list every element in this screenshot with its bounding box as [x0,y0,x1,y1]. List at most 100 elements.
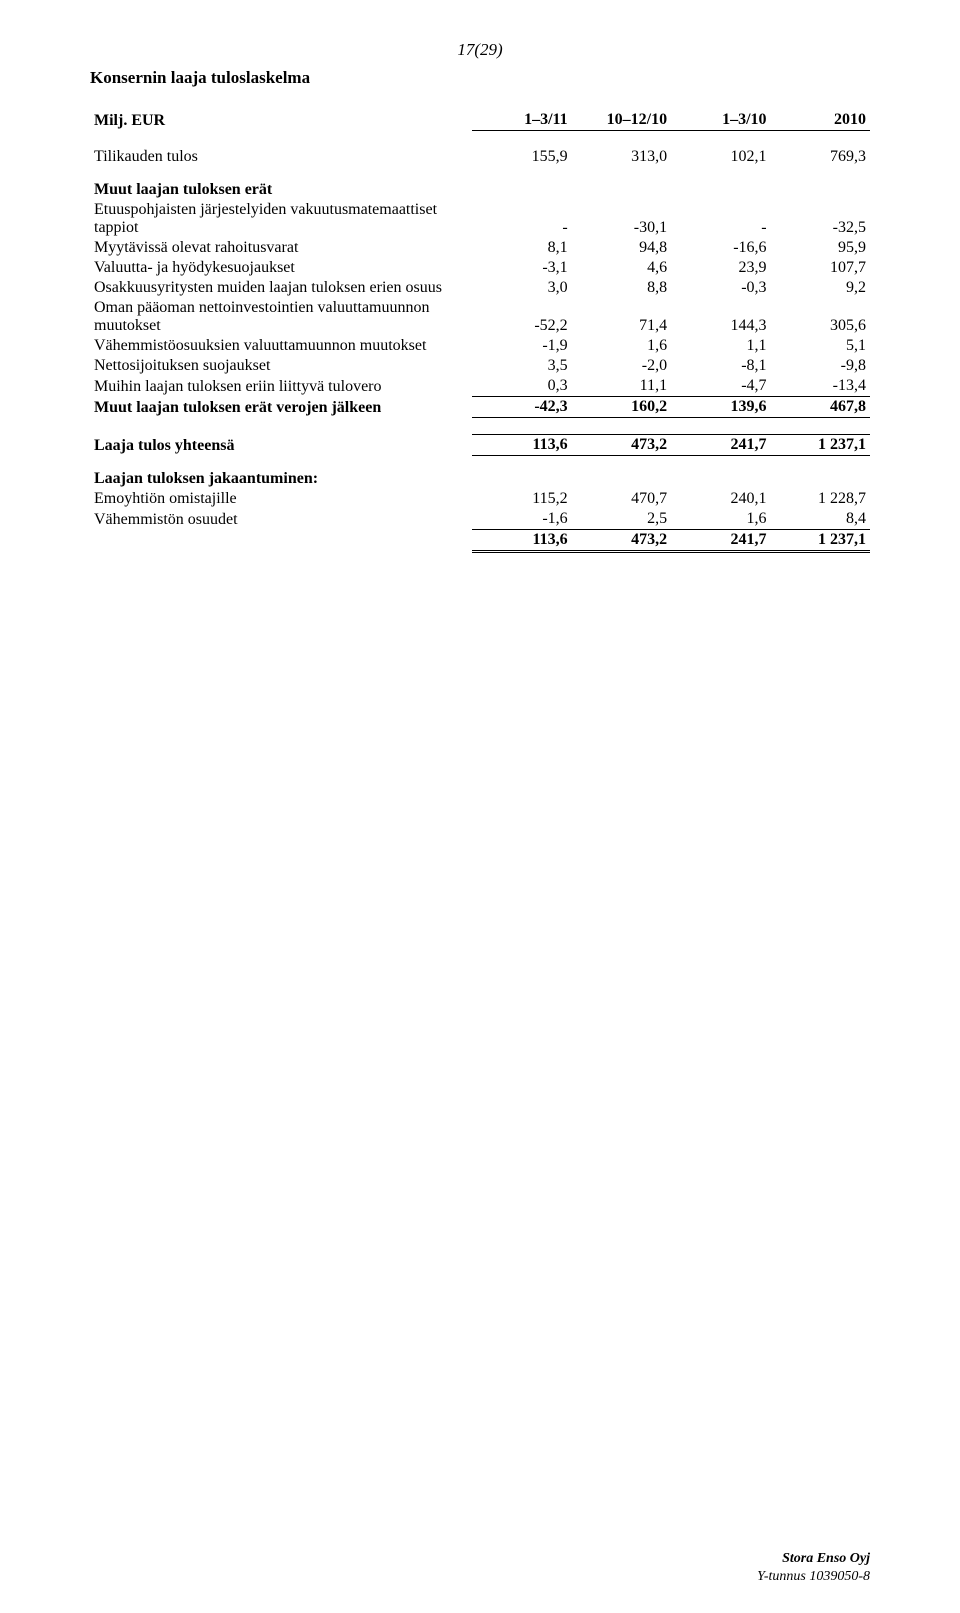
cell: 23,9 [671,258,770,278]
cell: 113,6 [472,435,571,456]
table-row: Valuutta- ja hyödykesuojaukset -3,1 4,6 … [90,258,870,278]
cell: 71,4 [572,298,671,336]
cell: - [671,200,770,238]
row-label [90,530,472,552]
header-col: 1–3/10 [671,110,770,131]
cell: -0,3 [671,278,770,298]
row-label: Tilikauden tulos [90,147,472,167]
table-header-row: Milj. EUR 1–3/11 10–12/10 1–3/10 2010 [90,110,870,131]
page: 17(29) Konsernin laaja tuloslaskelma Mil… [0,0,960,1613]
cell: -1,9 [472,336,571,356]
row-label: Laaja tulos yhteensä [90,435,472,456]
header-col: 10–12/10 [572,110,671,131]
cell: 240,1 [671,489,770,509]
table-row: Emoyhtiön omistajille 115,2 470,7 240,1 … [90,489,870,509]
cell: -3,1 [472,258,571,278]
cell: 769,3 [771,147,870,167]
cell: 8,4 [771,509,870,530]
cell: 3,0 [472,278,571,298]
header-col: 1–3/11 [472,110,571,131]
cell: 0,3 [472,376,571,397]
row-label: Osakkuusyritysten muiden laajan tuloksen… [90,278,472,298]
cell: 5,1 [771,336,870,356]
cell: 2,5 [572,509,671,530]
cell: 9,2 [771,278,870,298]
section-label: Laajan tuloksen jakaantuminen: [90,456,870,490]
header-label: Milj. EUR [90,110,472,131]
footer-reg: Y-tunnus 1039050-8 [757,1568,870,1586]
distribution-total-row: 113,6 473,2 241,7 1 237,1 [90,530,870,552]
table-row: Vähemmistön osuudet -1,6 2,5 1,6 8,4 [90,509,870,530]
cell: 473,2 [572,435,671,456]
table-row: Nettosijoituksen suojaukset 3,5 -2,0 -8,… [90,356,870,376]
cell: -4,7 [671,376,770,397]
row-label: Vähemmistöosuuksien valuuttamuunnon muut… [90,336,472,356]
grand-total-row: Laaja tulos yhteensä 113,6 473,2 241,7 1… [90,435,870,456]
cell: 107,7 [771,258,870,278]
cell: 241,7 [671,530,770,552]
cell: 94,8 [572,238,671,258]
cell: 1,6 [572,336,671,356]
cell: 470,7 [572,489,671,509]
cell: 305,6 [771,298,870,336]
cell: 473,2 [572,530,671,552]
cell: 115,2 [472,489,571,509]
cell: 1 228,7 [771,489,870,509]
cell: 144,3 [671,298,770,336]
table-row: Etuuspohjaisten järjestelyiden vakuutusm… [90,200,870,238]
cell: 8,8 [572,278,671,298]
row-label: Myytävissä olevat rahoitusvarat [90,238,472,258]
cell: 1 237,1 [771,530,870,552]
cell: 113,6 [472,530,571,552]
cell: -1,6 [472,509,571,530]
row-label: Valuutta- ja hyödykesuojaukset [90,258,472,278]
cell: 139,6 [671,397,770,418]
row-label: Etuuspohjaisten järjestelyiden vakuutusm… [90,200,472,238]
table-row: Osakkuusyritysten muiden laajan tuloksen… [90,278,870,298]
income-statement-table: Milj. EUR 1–3/11 10–12/10 1–3/10 2010 Ti… [90,110,870,553]
cell: 4,6 [572,258,671,278]
row-label: Muihin laajan tuloksen eriin liittyvä tu… [90,376,472,397]
section-row: Laajan tuloksen jakaantuminen: [90,456,870,490]
section-label: Muut laajan tuloksen erät [90,167,870,200]
cell: 313,0 [572,147,671,167]
cell: -13,4 [771,376,870,397]
page-number: 17(29) [90,40,870,60]
cell: 11,1 [572,376,671,397]
cell: -16,6 [671,238,770,258]
cell: 1,6 [671,509,770,530]
cell: 95,9 [771,238,870,258]
header-col: 2010 [771,110,870,131]
cell: -2,0 [572,356,671,376]
cell: -42,3 [472,397,571,418]
table-row: Vähemmistöosuuksien valuuttamuunnon muut… [90,336,870,356]
table-row: Myytävissä olevat rahoitusvarat 8,1 94,8… [90,238,870,258]
cell: 3,5 [472,356,571,376]
cell: 1,1 [671,336,770,356]
section-row: Muut laajan tuloksen erät [90,167,870,200]
table-row: Tilikauden tulos 155,9 313,0 102,1 769,3 [90,147,870,167]
cell: - [472,200,571,238]
row-label: Oman pääoman nettoinvestointien valuutta… [90,298,472,336]
cell: -30,1 [572,200,671,238]
row-label: Nettosijoituksen suojaukset [90,356,472,376]
cell: -32,5 [771,200,870,238]
cell: -9,8 [771,356,870,376]
cell: 467,8 [771,397,870,418]
cell: 8,1 [472,238,571,258]
row-label: Emoyhtiön omistajille [90,489,472,509]
table-row: Muihin laajan tuloksen eriin liittyvä tu… [90,376,870,397]
cell: 155,9 [472,147,571,167]
row-label: Muut laajan tuloksen erät verojen jälkee… [90,397,472,418]
subtotal-row: Muut laajan tuloksen erät verojen jälkee… [90,397,870,418]
cell: -52,2 [472,298,571,336]
footer-company: Stora Enso Oyj [757,1550,870,1568]
cell: 1 237,1 [771,435,870,456]
page-footer: Stora Enso Oyj Y-tunnus 1039050-8 [757,1550,870,1585]
cell: 160,2 [572,397,671,418]
document-title: Konsernin laaja tuloslaskelma [90,68,870,88]
row-label: Vähemmistön osuudet [90,509,472,530]
cell: -8,1 [671,356,770,376]
cell: 241,7 [671,435,770,456]
table-row: Oman pääoman nettoinvestointien valuutta… [90,298,870,336]
